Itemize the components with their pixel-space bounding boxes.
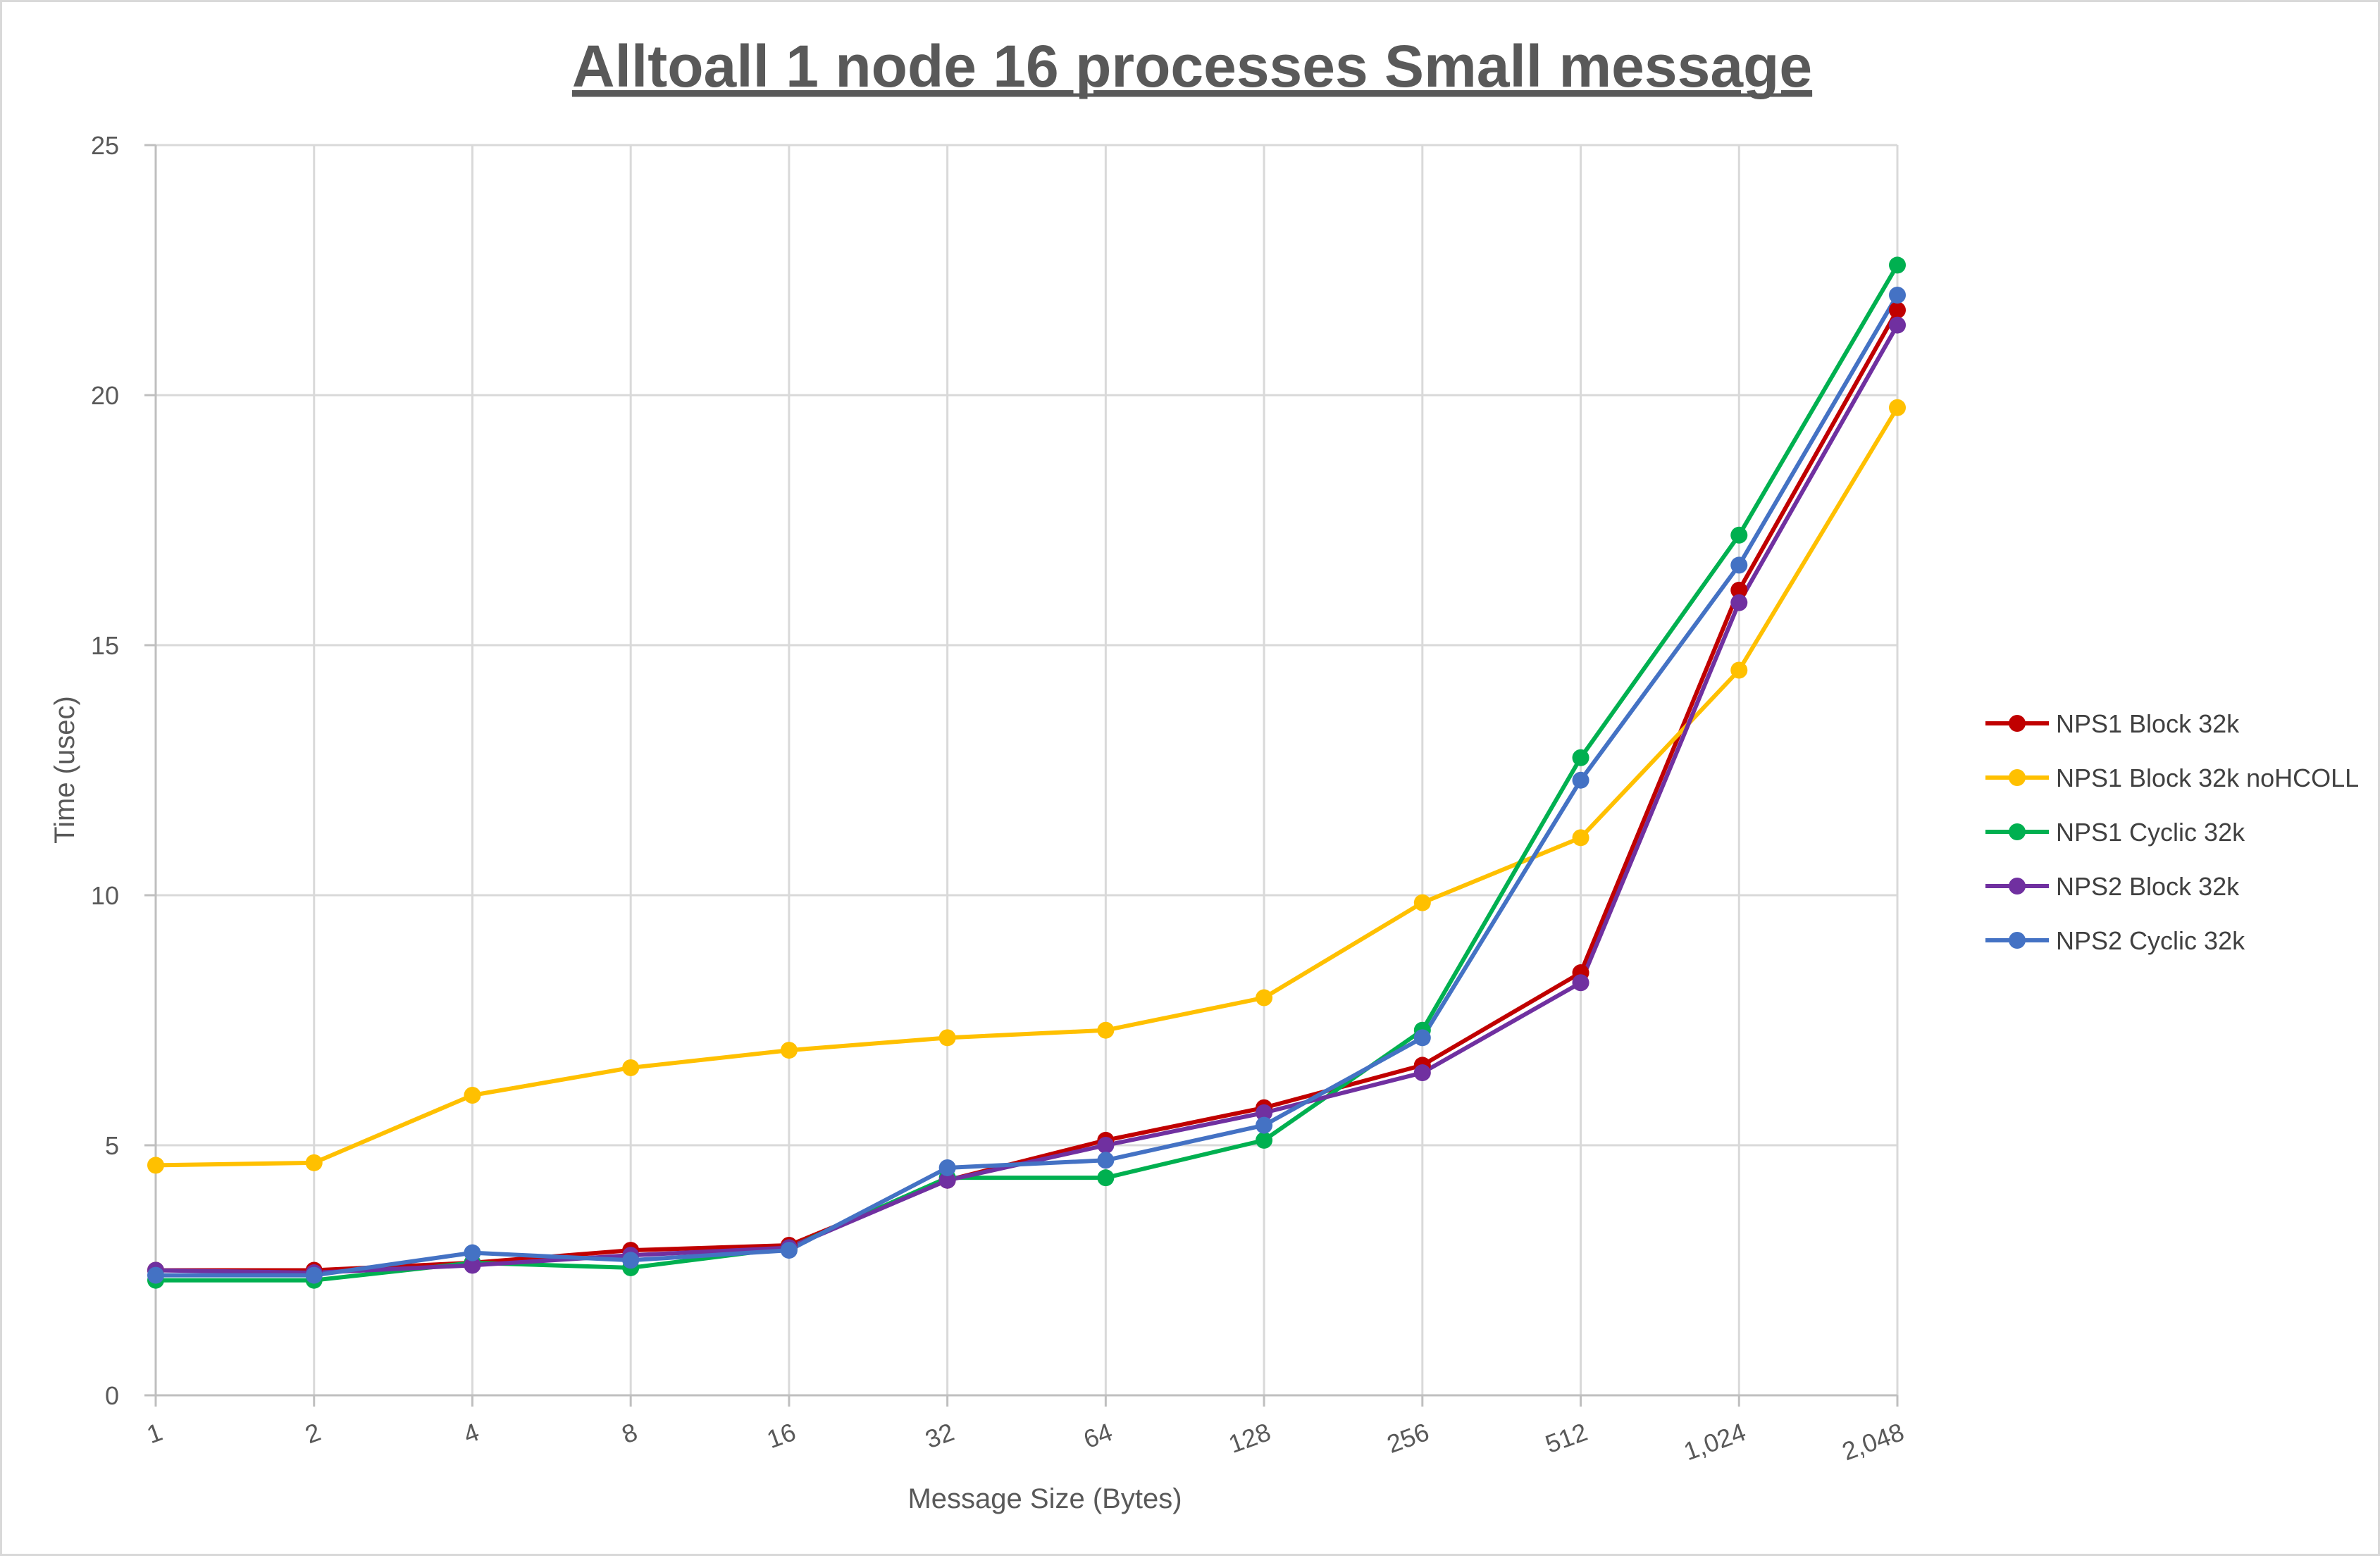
y-axis: 0 5 10 15 20 25: [91, 131, 156, 1410]
data-point: [305, 1266, 323, 1284]
series-points: [147, 256, 1906, 1289]
x-axis-title: Message Size (Bytes): [907, 1483, 1182, 1514]
data-point: [780, 1242, 798, 1259]
data-point: [147, 1157, 164, 1174]
x-tick-label: 128: [1225, 1417, 1274, 1459]
data-point: [464, 1257, 481, 1274]
data-point: [1572, 771, 1589, 789]
data-point: [1889, 287, 1906, 304]
y-axis-title: Time (usec): [49, 696, 80, 844]
data-point: [1256, 1131, 1273, 1149]
data-point: [1730, 661, 1748, 679]
chart-title: Alltoall 1 node 16 processes Small messa…: [572, 33, 1812, 99]
legend-label: NPS1 Block 32k: [2056, 709, 2240, 738]
data-point: [1572, 829, 1589, 847]
data-point: [464, 1087, 481, 1104]
data-point: [1889, 399, 1906, 416]
x-tick-label: 512: [1542, 1417, 1591, 1459]
x-tick-label: 2: [302, 1417, 325, 1449]
x-tick-label: 64: [1079, 1417, 1116, 1454]
x-tick-label: 2,048: [1838, 1417, 1908, 1466]
y-tick-label: 0: [105, 1381, 119, 1410]
data-point: [464, 1244, 481, 1261]
gridlines: [154, 144, 1899, 1397]
data-point: [1256, 1104, 1273, 1121]
y-tick-label: 15: [91, 631, 119, 660]
legend-swatch-marker: [2009, 823, 2026, 840]
data-point: [1097, 1021, 1115, 1039]
data-point: [1413, 1029, 1431, 1047]
data-point: [1889, 316, 1906, 334]
data-point: [1730, 526, 1748, 544]
series-line-2: [154, 263, 1899, 1283]
x-tick-label: 8: [618, 1417, 641, 1449]
data-point: [1097, 1152, 1115, 1169]
data-point: [1889, 301, 1906, 319]
x-axis: 1 2 4 8 16 32 64 128 256 512 1,024 2,048: [143, 1395, 1908, 1466]
x-tick-label: 1,024: [1680, 1417, 1749, 1466]
series-line-3: [154, 323, 1899, 1276]
data-point: [1256, 989, 1273, 1007]
data-point: [1413, 1064, 1431, 1082]
x-tick-label: 32: [922, 1417, 958, 1454]
data-point: [1572, 749, 1589, 766]
legend-swatch-marker: [2009, 878, 2026, 895]
legend-label: NPS1 Block 32k noHCOLL: [2056, 764, 2359, 792]
legend-label: NPS2 Cyclic 32k: [2056, 926, 2245, 955]
y-tick-label: 20: [91, 381, 119, 410]
x-tick-label: 1: [143, 1417, 166, 1449]
x-tick-label: 16: [763, 1417, 800, 1454]
data-point: [938, 1029, 956, 1047]
data-point: [1889, 256, 1906, 274]
data-point: [1730, 594, 1748, 611]
data-point: [305, 1154, 323, 1171]
data-point: [1730, 581, 1748, 599]
legend-swatch-marker: [2009, 932, 2026, 949]
legend-label: NPS1 Cyclic 32k: [2056, 818, 2245, 847]
data-point: [1572, 974, 1589, 992]
data-point: [1097, 1169, 1115, 1187]
data-point: [622, 1059, 640, 1076]
data-point: [1097, 1137, 1115, 1154]
x-tick-label: 256: [1383, 1417, 1432, 1459]
data-point: [938, 1159, 956, 1176]
series-line-4: [154, 293, 1899, 1278]
data-point: [1413, 894, 1431, 911]
legend-label: NPS2 Block 32k: [2056, 872, 2240, 901]
data-point: [622, 1252, 640, 1269]
legend-swatch-marker: [2009, 715, 2026, 732]
series-line-0: [154, 308, 1899, 1273]
data-point: [1730, 556, 1748, 574]
x-tick-label: 4: [459, 1417, 483, 1449]
series-lines: [154, 263, 1899, 1283]
y-tick-label: 10: [91, 881, 119, 910]
data-point: [1256, 1116, 1273, 1134]
series-line-1: [154, 405, 1899, 1168]
legend-swatch-marker: [2009, 769, 2026, 786]
data-point: [147, 1266, 164, 1284]
y-tick-label: 5: [105, 1131, 119, 1160]
legend: NPS1 Block 32k NPS1 Block 32k noHCOLL NPS1…: [1985, 709, 2359, 955]
data-point: [938, 1171, 956, 1189]
data-point: [780, 1042, 798, 1059]
y-tick-label: 25: [91, 131, 119, 160]
